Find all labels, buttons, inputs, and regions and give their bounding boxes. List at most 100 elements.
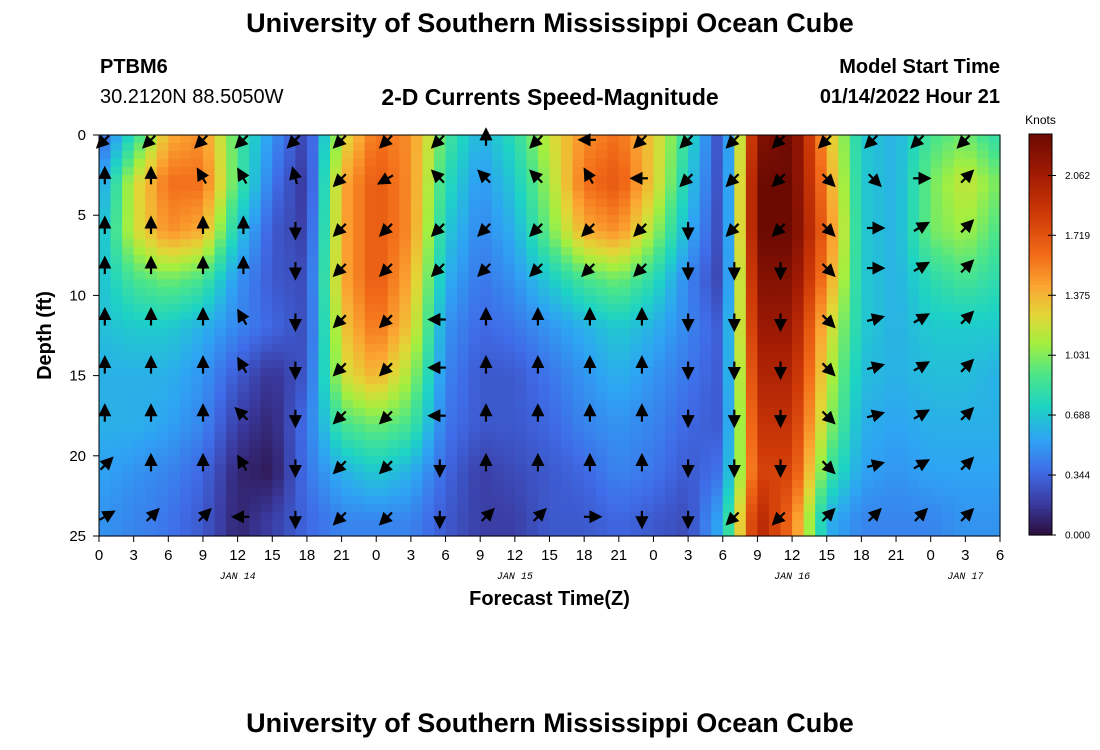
heatmap-cell	[815, 215, 828, 224]
heatmap-cell	[249, 343, 262, 353]
heatmap-cell	[780, 415, 793, 425]
heatmap-cell	[387, 335, 400, 345]
heatmap-cell	[838, 159, 851, 168]
heatmap-cell	[514, 471, 527, 481]
heatmap-cell	[630, 159, 643, 168]
heatmap-cell	[133, 223, 146, 232]
heatmap-cell	[768, 375, 782, 385]
x-tick-label: 15	[818, 547, 835, 564]
colorbar-step	[1029, 237, 1052, 242]
heatmap-cell	[757, 247, 770, 256]
heatmap-cell	[156, 463, 169, 473]
heatmap-cell	[618, 447, 631, 457]
heatmap-cell	[145, 295, 158, 305]
heatmap-cell	[145, 399, 158, 409]
heatmap-cell	[896, 287, 909, 296]
heatmap-cell	[410, 439, 424, 449]
heatmap-cell	[930, 383, 943, 393]
heatmap-cell	[503, 231, 516, 240]
heatmap-cell	[896, 335, 909, 345]
heatmap-cell	[849, 263, 862, 272]
heatmap-cell	[387, 255, 400, 264]
heatmap-cell	[156, 391, 169, 401]
heatmap-cell	[734, 295, 747, 305]
heatmap-cell	[896, 407, 909, 417]
colorbar-step	[1029, 230, 1052, 235]
heatmap-cell	[745, 367, 759, 377]
heatmap-cell	[607, 271, 620, 280]
heatmap-cell	[226, 271, 239, 280]
heatmap-cell	[711, 199, 724, 208]
heatmap-cell	[699, 471, 712, 481]
heatmap-cell	[734, 271, 747, 280]
heatmap-cell	[595, 503, 608, 513]
heatmap-cell	[110, 511, 123, 521]
heatmap-cell	[410, 431, 424, 441]
heatmap-cell	[965, 199, 978, 208]
heatmap-cell	[445, 183, 458, 192]
heatmap-cell	[907, 279, 920, 288]
heatmap-cell	[734, 527, 747, 537]
heatmap-cell	[630, 279, 643, 288]
heatmap-cell	[584, 199, 597, 208]
colorbar-step	[1029, 481, 1052, 486]
heatmap-cell	[376, 255, 389, 264]
heatmap-cell	[422, 415, 435, 425]
heatmap-cell	[353, 511, 366, 521]
heatmap-cell	[156, 303, 169, 313]
heatmap-cell	[976, 191, 990, 200]
heatmap-cell	[884, 415, 897, 425]
heatmap-cell	[953, 407, 966, 417]
heatmap-cell	[353, 159, 366, 168]
heatmap-cell	[122, 447, 135, 457]
heatmap-cell	[260, 159, 273, 168]
heatmap-cell	[930, 399, 943, 409]
heatmap-cell	[122, 143, 135, 152]
heatmap-cell	[122, 287, 135, 296]
heatmap-cell	[387, 495, 400, 505]
heatmap-cell	[514, 391, 527, 401]
heatmap-cell	[122, 175, 135, 184]
heatmap-cell	[849, 463, 862, 473]
y-tick-label: 20	[69, 448, 86, 465]
heatmap-cell	[283, 495, 296, 505]
heatmap-cell	[503, 359, 516, 369]
heatmap-cell	[688, 263, 701, 272]
colorbar-step	[1029, 464, 1052, 469]
heatmap-cell	[168, 343, 181, 353]
heatmap-cell	[665, 135, 678, 144]
heatmap-cell	[665, 311, 678, 321]
heatmap-cell	[688, 239, 701, 248]
heatmap-cell	[168, 431, 181, 441]
heatmap-cell	[156, 271, 169, 280]
heatmap-cell	[526, 271, 539, 280]
heatmap-cell	[283, 423, 296, 433]
heatmap-cell	[988, 351, 1001, 361]
heatmap-cell	[907, 311, 920, 321]
heatmap-cell	[503, 263, 516, 272]
heatmap-cell	[572, 335, 585, 345]
heatmap-cell	[318, 327, 331, 337]
heatmap-cell	[803, 255, 816, 264]
heatmap-cell	[364, 191, 377, 200]
heatmap-cell	[491, 207, 504, 216]
heatmap-cell	[179, 367, 193, 377]
colorbar-step	[1029, 254, 1052, 259]
heatmap-cell	[803, 167, 816, 176]
heatmap-cell	[214, 495, 227, 505]
heatmap-cell	[330, 375, 343, 385]
heatmap-cell	[318, 303, 331, 313]
heatmap-cell	[445, 167, 458, 176]
heatmap-cell	[676, 511, 689, 521]
heatmap-cell	[665, 399, 678, 409]
heatmap-cell	[907, 303, 920, 313]
heatmap-cell	[272, 415, 285, 425]
heatmap-cell	[988, 151, 1001, 160]
heatmap-cell	[676, 319, 689, 329]
direction-arrow	[332, 134, 347, 149]
heatmap-cell	[145, 423, 158, 433]
heatmap-cell	[722, 183, 735, 192]
direction-arrow	[430, 169, 445, 184]
heatmap-cell	[896, 215, 909, 224]
heatmap-cell	[688, 207, 701, 216]
